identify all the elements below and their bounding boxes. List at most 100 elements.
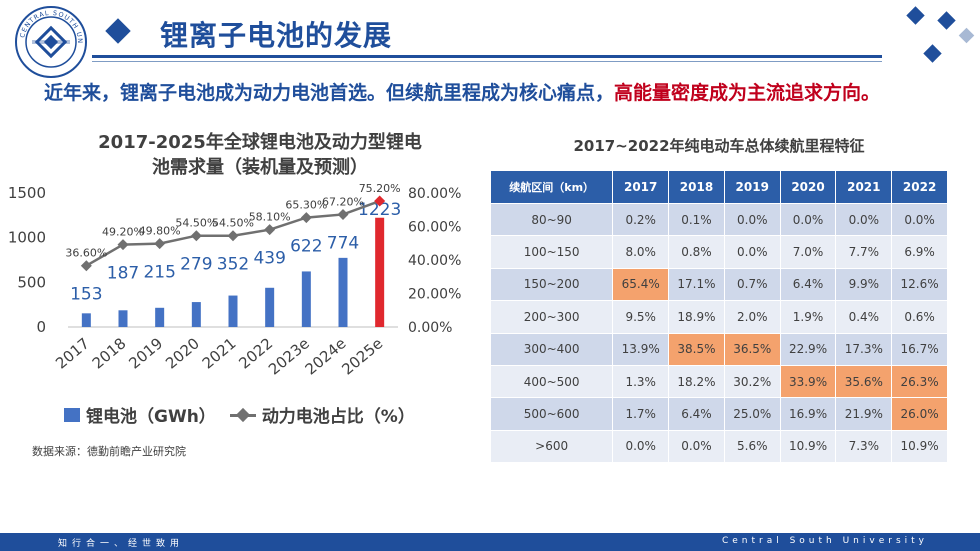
y-left-tick-label: 0 xyxy=(36,318,46,336)
y-left-tick-label: 1500 xyxy=(8,184,46,202)
subtitle-main: 近年来，锂离子电池成为动力电池首选。但续航里程成为核心痛点， xyxy=(44,82,615,104)
value-cell: 17.3% xyxy=(835,332,893,366)
bar xyxy=(265,287,275,327)
highlighted-value-cell: 35.6% xyxy=(835,364,893,399)
value-cell: 1.7% xyxy=(612,397,670,431)
value-cell: 16.7% xyxy=(891,332,948,366)
value-cell: 10.9% xyxy=(779,429,837,464)
header-year: 2019 xyxy=(723,170,781,204)
title-diamond-icon xyxy=(105,18,131,44)
line-point xyxy=(227,230,239,242)
chart-legend: 锂电池（GWh） 动力电池占比（%） xyxy=(64,402,415,427)
line-value-label: 58.10% xyxy=(249,211,291,224)
table-title: 2017~2022年纯电动车总体续航里程特征 xyxy=(573,137,865,155)
value-cell: 9.5% xyxy=(612,300,670,334)
header-rule xyxy=(92,55,882,58)
value-cell: 16.9% xyxy=(779,397,837,431)
highlighted-value-cell: 26.0% xyxy=(891,397,948,431)
header-year: 2022 xyxy=(891,170,948,204)
bar-value-label: 215 xyxy=(143,263,175,283)
value-cell: 7.0% xyxy=(779,235,837,269)
bar xyxy=(118,310,128,327)
value-cell: 25.0% xyxy=(723,397,781,431)
header-range: 续航区间（km） xyxy=(489,170,614,204)
value-cell: 5.6% xyxy=(723,429,781,464)
x-tick-label: 2024e xyxy=(302,334,350,378)
highlighted-value-cell: 36.5% xyxy=(723,332,781,366)
table-row: 300~400 13.9% 38.5% 36.5% 22.9% 17.3% 16.7% xyxy=(489,332,948,366)
header-year: 2020 xyxy=(779,170,837,204)
range-cell: 200~300 xyxy=(489,300,614,334)
chart-title: 2017-2025年全球锂电池及动力型锂电 池需求量（装机量及预测） xyxy=(60,130,460,180)
header-year: 2021 xyxy=(835,170,893,204)
line-point xyxy=(117,239,129,251)
line-point xyxy=(154,238,166,250)
line-point xyxy=(80,260,92,272)
value-cell: 21.9% xyxy=(835,397,893,431)
x-tick-label: 2023e xyxy=(265,334,313,378)
value-cell: 0.0% xyxy=(835,202,893,237)
line-value-label: 49.20% xyxy=(102,226,144,239)
line-value-label: 36.60% xyxy=(65,247,107,260)
chart-title-line-2: 池需求量（装机量及预测） xyxy=(152,157,368,178)
value-cell: 0.0% xyxy=(723,235,781,269)
line-point xyxy=(264,224,276,236)
line-point xyxy=(190,230,202,242)
value-cell: 7.3% xyxy=(835,429,893,464)
range-cell: >600 xyxy=(489,429,614,464)
line-value-label: 54.50% xyxy=(212,217,254,230)
highlighted-value-cell: 65.4% xyxy=(612,267,670,302)
x-tick-label: 2021 xyxy=(199,334,240,372)
value-cell: 17.1% xyxy=(668,267,725,302)
bar xyxy=(301,271,311,327)
value-cell: 6.4% xyxy=(668,397,725,431)
bar-value-label: 153 xyxy=(70,285,102,305)
value-cell: 0.8% xyxy=(668,235,725,269)
bar xyxy=(375,217,385,327)
y-right-tick-label: 20.00% xyxy=(408,287,461,303)
footer-university: Central South University xyxy=(721,536,928,546)
value-cell: 0.0% xyxy=(668,429,725,464)
y-left-tick-label: 500 xyxy=(17,273,46,291)
value-cell: 0.0% xyxy=(723,202,781,237)
range-cell: 500~600 xyxy=(489,397,614,431)
header-year: 2018 xyxy=(668,170,725,204)
footer-motto: 知行合一、经世致用 xyxy=(58,539,185,549)
y-right-tick-label: 40.00% xyxy=(408,253,461,269)
value-cell: 6.4% xyxy=(779,267,837,302)
range-cell: 100~150 xyxy=(489,235,614,269)
line-value-label: 75.20% xyxy=(359,182,401,195)
legend-line-label: 动力电池占比（%） xyxy=(261,407,415,427)
bar-value-label: 187 xyxy=(107,264,139,284)
legend-item-bars: 锂电池（GWh） xyxy=(64,402,216,427)
value-cell: 0.0% xyxy=(891,202,948,237)
bar-value-label: 774 xyxy=(327,233,359,253)
chart-title-line-1: 2017-2025年全球锂电池及动力型锂电 xyxy=(98,132,422,153)
university-logo: CENTRAL SOUTH UNIVERSITY xyxy=(14,5,87,78)
decor-diamond-icon xyxy=(958,27,975,44)
value-cell: 0.1% xyxy=(668,202,725,237)
highlighted-value-cell: 26.3% xyxy=(891,364,948,399)
bar-value-label: 439 xyxy=(253,249,285,269)
y-right-tick-label: 60.00% xyxy=(408,220,461,236)
value-cell: 2.0% xyxy=(723,300,781,334)
legend-bar-swatch xyxy=(64,407,80,422)
line-point xyxy=(337,208,349,220)
header-year: 2017 xyxy=(612,170,670,204)
y-right-tick-label: 0.00% xyxy=(408,320,452,336)
data-source: 数据来源：德勤前瞻产业研究院 xyxy=(32,445,186,458)
value-cell: 12.6% xyxy=(891,267,948,302)
decor-diamond-icon xyxy=(906,6,925,25)
value-cell: 0.0% xyxy=(779,202,837,237)
subtitle: 近年来，锂离子电池成为动力电池首选。但续航里程成为核心痛点，高能量密度成为主流追… xyxy=(44,78,880,105)
line-point xyxy=(300,212,312,224)
line-point xyxy=(374,195,386,207)
table-body: 80~90 0.2% 0.1% 0.0% 0.0% 0.0% 0.0% 100~150 8.0%… xyxy=(489,202,948,464)
bar-value-label: 352 xyxy=(217,255,249,275)
legend-bar-label: 锂电池（GWh） xyxy=(86,407,216,427)
decor-diamond-icon xyxy=(937,11,956,30)
value-cell: 8.0% xyxy=(612,235,670,269)
value-cell: 0.7% xyxy=(723,267,781,302)
footer-bar: 知行合一、经世致用 Central South University xyxy=(0,533,980,551)
value-cell: 7.7% xyxy=(835,235,893,269)
